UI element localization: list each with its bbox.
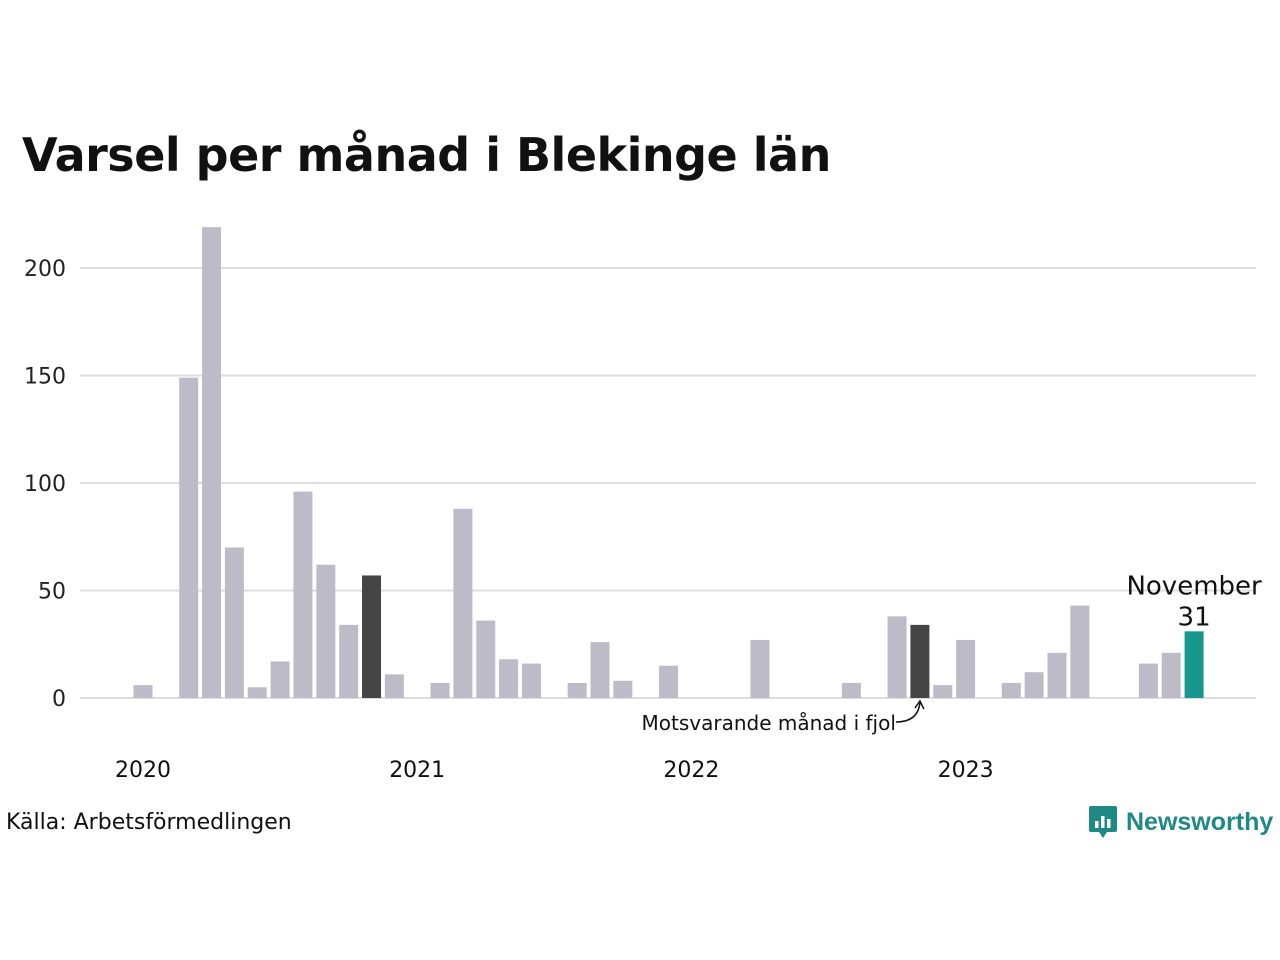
bar-2020-03	[179, 377, 199, 698]
y-tick-label: 100	[24, 472, 66, 497]
bar-chart: 0 50 100 150 200 2020 2021 2022 2023 November31…	[24, 227, 1263, 783]
bar-2021-09	[590, 642, 610, 698]
bar-2022-08	[841, 682, 861, 698]
bar-2020-07	[270, 661, 290, 698]
bar-2020-04	[202, 227, 222, 698]
x-year-label: 2023	[938, 758, 994, 783]
x-year-label: 2022	[663, 758, 719, 783]
bar-2021-05	[499, 659, 519, 698]
y-axis-ticks: 0 50 100 150 200	[24, 257, 66, 712]
y-tick-label: 150	[24, 365, 66, 390]
bars	[133, 227, 1204, 698]
bar-2020-11	[362, 575, 381, 698]
bar-2021-06	[521, 663, 541, 698]
y-tick-label: 50	[38, 580, 66, 605]
annotation-arrow	[895, 702, 921, 723]
bar-2023-05	[1047, 652, 1067, 698]
y-tick-label: 0	[52, 687, 66, 712]
source-note: Källa: Arbetsförmedlingen	[6, 810, 292, 835]
bar-2023-04	[1024, 672, 1044, 698]
annotation-arrowhead	[914, 699, 925, 710]
bar-2021-12	[659, 665, 679, 698]
bar-2021-10	[613, 680, 633, 698]
bar-2020-06	[247, 687, 267, 698]
bar-2021-03	[453, 508, 473, 698]
bar-2023-09	[1138, 663, 1158, 698]
bar-2021-02	[430, 682, 450, 698]
bar-2022-11	[910, 624, 930, 698]
bar-2020-09	[316, 564, 336, 698]
brand-logo: Newsworthy	[1088, 804, 1273, 840]
annotation-label: Motsvarande månad i fjol	[642, 711, 896, 735]
x-year-label: 2021	[389, 758, 445, 783]
brand-name: Newsworthy	[1126, 807, 1274, 836]
x-year-label: 2020	[115, 758, 171, 783]
bar-2023-06	[1070, 605, 1090, 698]
x-axis-year-labels: 2020 2021 2022 2023	[115, 758, 994, 783]
current-month-value: 31	[1178, 602, 1211, 632]
bar-2023-11	[1184, 631, 1204, 698]
current-month-label: November	[1126, 571, 1262, 601]
bar-2021-08	[567, 682, 587, 698]
bar-2020-05	[224, 547, 244, 698]
bar-2023-01	[956, 639, 976, 698]
bar-2021-04	[476, 620, 496, 698]
y-tick-label: 200	[24, 257, 66, 282]
newsworthy-logo-icon	[1089, 806, 1117, 838]
bar-2023-03	[1001, 682, 1021, 698]
bar-2020-01	[133, 685, 153, 698]
bar-2020-12	[384, 674, 404, 698]
bar-2022-04	[750, 639, 770, 698]
bar-2020-08	[293, 491, 313, 698]
bar-2022-12	[933, 685, 953, 698]
chart-title: Varsel per månad i Blekinge län	[22, 128, 831, 182]
bar-2023-10	[1161, 652, 1181, 698]
bar-2020-10	[339, 624, 359, 698]
bar-2022-10	[887, 616, 907, 698]
